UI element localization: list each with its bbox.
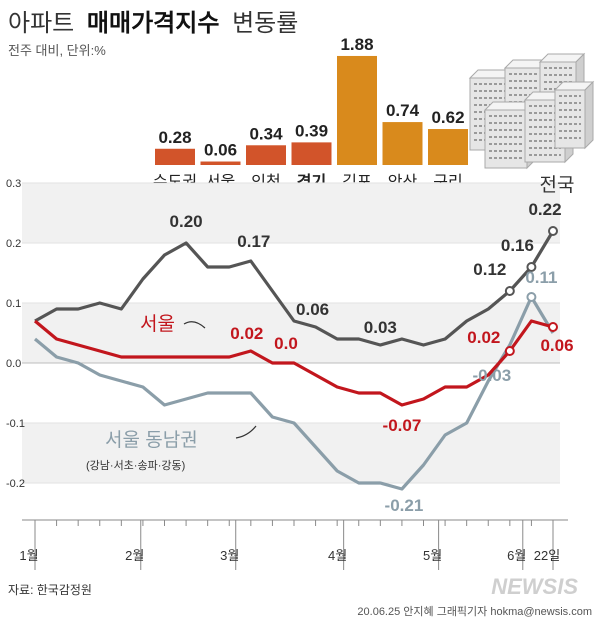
- line-chart-background: [22, 183, 560, 483]
- series-line-전국: [34, 230, 555, 347]
- building-block: [554, 89, 586, 149]
- y-tick-label: 0.1: [6, 298, 21, 310]
- building-side: [584, 80, 594, 150]
- credit-line: 20.06.25 안지혜 그래픽기자 hokma@newsis.com: [357, 605, 592, 618]
- bar-수도권: [155, 148, 195, 165]
- bar-경기: [291, 142, 332, 165]
- southeast-series-name: 서울 동남권: [105, 429, 198, 451]
- southeast-point-label: -0.21: [385, 496, 424, 515]
- bar-안산: [382, 122, 423, 165]
- bar-인천: [246, 145, 286, 165]
- bar-서울: [200, 161, 241, 165]
- series-marker: [548, 322, 558, 332]
- chart-subtitle: 전주 대비, 단위:%: [8, 43, 106, 58]
- y-tick-label: 0.3: [6, 178, 21, 190]
- series-marker: [548, 226, 558, 236]
- bar-김포: [337, 55, 377, 165]
- x-tick-label: 6월: [507, 548, 526, 563]
- nationwide-series-name: 전국: [540, 174, 575, 196]
- bar-구리: [428, 129, 468, 165]
- y-tick-label: 0.2: [6, 238, 21, 250]
- seoul-point-label: 0.02: [467, 328, 500, 347]
- southeast-point-label: 0.11: [525, 268, 557, 287]
- seoul-point-label: 0.06: [540, 336, 573, 355]
- nationwide-point-label: 0.22: [528, 200, 561, 219]
- series-marker: [526, 292, 537, 302]
- series-marker: [526, 262, 537, 272]
- bar-value-label: 1.88: [340, 35, 373, 54]
- x-tick-label: 1월: [19, 548, 38, 563]
- apartment-buildings-illustration: [468, 52, 595, 170]
- x-tick-label: 3월: [220, 548, 239, 563]
- source-note: 자료: 한국감정원: [8, 583, 92, 597]
- title-main: 매매가격지수: [87, 10, 219, 37]
- y-tick-label: 0.0: [6, 358, 21, 370]
- nationwide-point-label: 0.16: [501, 236, 534, 255]
- seoul-callout-line: [183, 321, 206, 329]
- series-line-서울: [33, 319, 554, 407]
- x-tick-label: 22일: [534, 548, 560, 563]
- y-tick-label: -0.1: [6, 418, 25, 430]
- nationwide-point-label: 0.06: [296, 300, 329, 319]
- southeast-point-label: -0.03: [472, 366, 511, 385]
- building-block: [484, 109, 528, 169]
- line-chart-labels: 0.20 0.17 0.06 0.03 0.12 0.16 0.22 전국 0.02 0.0 -0.…: [86, 174, 574, 515]
- series-line-서울 동남권: [33, 295, 555, 491]
- bar-value-label: 0.34: [249, 124, 283, 143]
- bar-value-label: 0.74: [386, 101, 420, 120]
- band-0.3-0.2: [22, 183, 560, 243]
- title-suffix: 변동률: [232, 10, 298, 37]
- y-tick-label: -0.2: [6, 478, 25, 490]
- bar-value-label: 0.39: [295, 121, 328, 140]
- bar-chart: 0.28수도권0.06서울0.34인천0.39경기1.88김포0.74안산0.6…: [153, 35, 468, 191]
- nationwide-point-label: 0.03: [364, 318, 397, 337]
- nationwide-point-label: 0.12: [473, 260, 506, 279]
- seoul-point-label: -0.07: [383, 416, 422, 435]
- nationwide-point-label: 0.17: [237, 232, 270, 251]
- x-tick-label: 2월: [125, 548, 144, 563]
- southeast-series-subtitle: (강남·서초·송파·강동): [86, 459, 185, 472]
- bar-value-label: 0.62: [431, 108, 464, 127]
- line-chart-series: [33, 226, 558, 491]
- title-prefix: 아파트: [8, 10, 74, 37]
- bar-value-label: 0.06: [204, 141, 237, 160]
- chart-title: 아파트 매매가격지수 변동률: [8, 10, 298, 37]
- series-marker: [504, 286, 515, 296]
- nationwide-point-label: 0.20: [170, 212, 203, 231]
- southeast-callout-line: [235, 425, 257, 439]
- seoul-point-label: 0.02: [230, 324, 263, 343]
- newsis-watermark: NEWSIS: [491, 574, 578, 599]
- bar-value-label: 0.28: [158, 128, 191, 147]
- x-tick-label: 5월: [423, 548, 442, 563]
- seoul-point-label: 0.0: [274, 334, 298, 353]
- band-neg-0.1-0.2: [22, 423, 560, 483]
- seoul-series-name: 서울: [140, 313, 175, 335]
- series-marker: [504, 346, 515, 356]
- x-tick-label: 4월: [328, 548, 347, 563]
